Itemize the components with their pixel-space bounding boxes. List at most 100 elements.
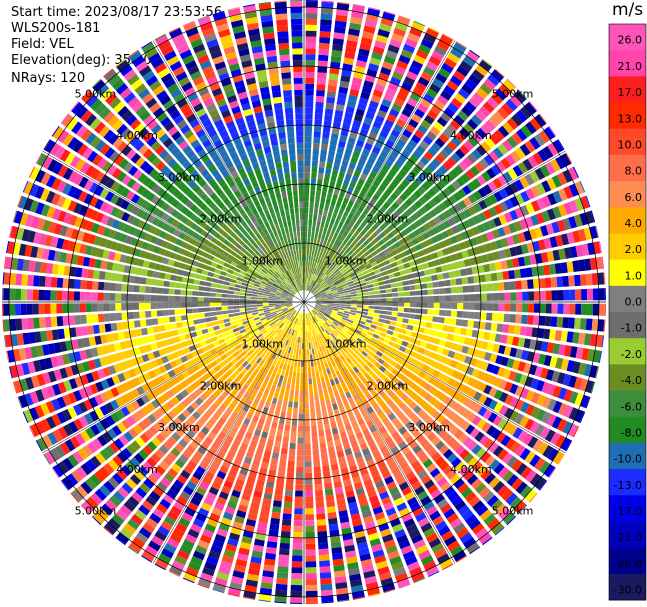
ray-gate [204, 312, 211, 318]
ray-gate [418, 225, 427, 234]
ray-gate [506, 335, 514, 345]
ray-gate [138, 303, 145, 310]
ray-gate [378, 169, 387, 178]
ray-gate [327, 279, 333, 285]
ray-gate [339, 235, 346, 243]
ray-gate [295, 472, 303, 479]
ray-gate [375, 247, 383, 254]
ray-gate [483, 331, 491, 341]
ray-gate [345, 323, 352, 329]
ray-gate [472, 348, 481, 358]
ray-gate [336, 176, 344, 184]
ray-gate [180, 302, 187, 308]
ray-gate [97, 303, 104, 312]
ray-gate [324, 261, 330, 268]
ray-gate [412, 87, 424, 97]
ray-gate [141, 327, 148, 336]
ray-gate [374, 290, 381, 295]
ray-gate [313, 466, 321, 473]
ray-gate [401, 384, 409, 393]
ray-gate [315, 302, 322, 304]
ray-gate [388, 340, 396, 347]
ray-gate [438, 280, 445, 287]
ray-gate [207, 271, 214, 277]
ray-gate [431, 323, 438, 330]
ray-gate [411, 21, 425, 32]
ray-gate [290, 437, 297, 444]
ray-gate [87, 325, 94, 335]
ray-gate [404, 397, 413, 406]
ray-gate [198, 313, 205, 318]
ray-gate [365, 354, 373, 361]
ray-gate [331, 244, 337, 251]
ray-gate [216, 284, 224, 289]
ray-gate [537, 328, 545, 339]
ray-gate [458, 336, 466, 344]
ray-gate [304, 213, 309, 220]
ray-gate [186, 296, 192, 302]
ray-gate [365, 319, 373, 324]
ray-gate [390, 360, 398, 368]
ray-gate [355, 197, 363, 205]
ray-gate [433, 295, 440, 302]
ray-gate [461, 319, 469, 327]
ray-gate [354, 257, 361, 264]
ray-gate [271, 512, 281, 519]
ray-gate [416, 160, 426, 170]
ray-gate [408, 401, 418, 410]
ray-gate [474, 284, 481, 292]
ray-gate [474, 431, 485, 442]
ray-gate [299, 343, 302, 350]
ray-gate [478, 199, 488, 210]
ray-gate [409, 391, 419, 400]
ray-gate [356, 346, 364, 353]
ray-gate [435, 233, 444, 242]
ray-gate [419, 206, 428, 215]
ray-gate [558, 387, 568, 400]
ray-gate [404, 370, 413, 378]
ray-gate [327, 300, 334, 302]
ray-gate [517, 161, 528, 174]
ray-gate [352, 4, 365, 8]
ray-gate [295, 484, 303, 491]
ray-gate [317, 173, 324, 180]
ray-gate [386, 306, 393, 311]
ray-gate [328, 523, 339, 531]
ray-gate [335, 182, 342, 190]
ray-gate [469, 303, 476, 310]
ray-gate [404, 198, 413, 207]
ray-gate [338, 307, 345, 311]
ray-gate [304, 443, 311, 450]
ray-gate [433, 353, 442, 362]
ray-gate [335, 14, 348, 22]
ray-gate [569, 303, 576, 315]
ray-gate [305, 543, 316, 550]
ray-gate [317, 287, 323, 292]
ray-gate [509, 496, 522, 510]
ray-gate [109, 293, 116, 301]
ray-gate [316, 377, 321, 384]
ray-gate [370, 239, 377, 246]
ray-gate [497, 448, 509, 461]
ray-gate [416, 296, 422, 302]
ray-gate [97, 292, 104, 301]
ray-gate [357, 178, 365, 186]
ray-gate [336, 240, 343, 248]
ray-gate [436, 250, 444, 258]
ray-gate [390, 129, 401, 138]
ray-gate [515, 314, 522, 324]
ray-gate [444, 57, 457, 69]
ray-gate [293, 520, 303, 527]
ray-gate [356, 293, 363, 297]
ray-gate [365, 111, 375, 120]
ray-gate [480, 303, 487, 311]
ray-gate [338, 293, 345, 297]
ray-gate [315, 304, 322, 307]
ray-gate [381, 178, 390, 187]
ray-gate [500, 435, 511, 447]
ray-gate [324, 204, 330, 211]
ray-gate [222, 285, 229, 290]
ray-gate [311, 288, 316, 294]
ray-gate [371, 165, 380, 174]
ray-gate [145, 286, 152, 293]
